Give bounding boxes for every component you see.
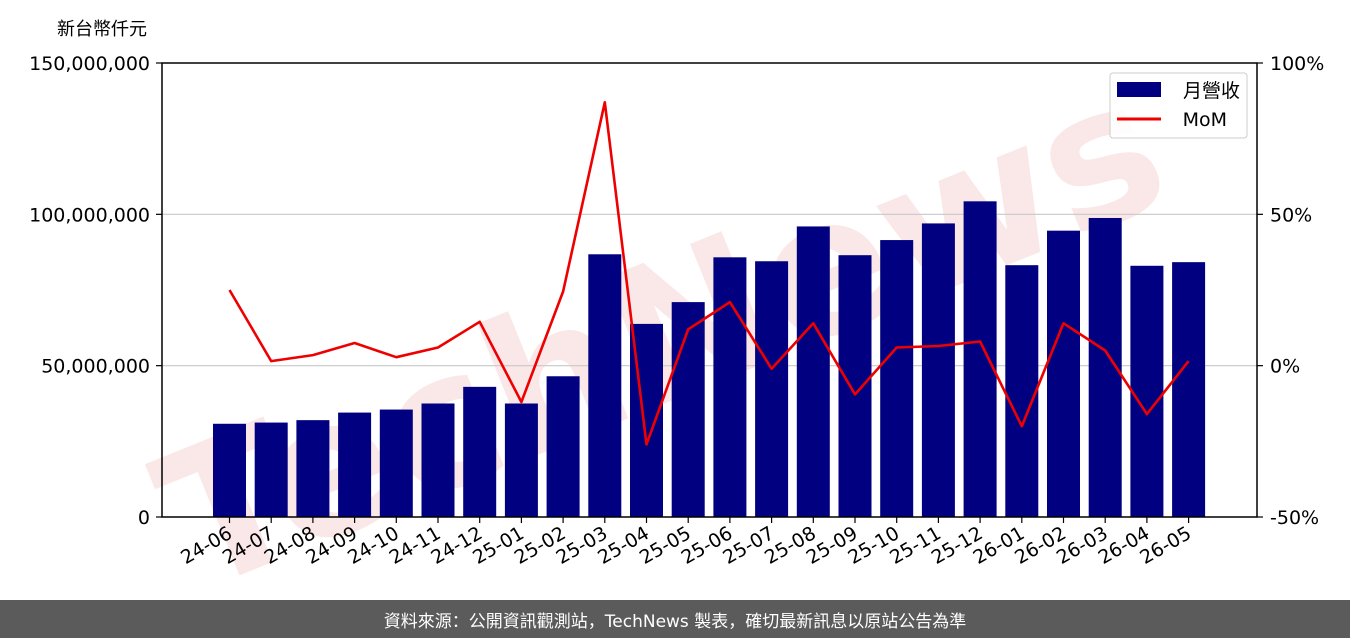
legend: 月營收 MoM <box>1109 72 1248 139</box>
bar-26-05 <box>1172 262 1206 517</box>
y-axis-unit-label: 新台幣仟元 <box>57 19 147 40</box>
bar-24-09 <box>338 412 372 517</box>
revenue-chart: TechNews 050,000,000100,000,000150,000,0… <box>29 34 1324 600</box>
plot-frame <box>161 62 1258 518</box>
bar-24-12 <box>463 386 497 517</box>
bar-26-04 <box>1130 265 1164 517</box>
bar-25-01 <box>504 403 538 517</box>
footer-text: 資料來源：公開資訊觀測站，TechNews 製表，確切最新訊息以原站公告為準 <box>383 611 967 632</box>
y-right-tick-label: 0% <box>1270 356 1300 378</box>
bar-24-11 <box>421 403 455 517</box>
source-footer: 資料來源：公開資訊觀測站，TechNews 製表，確切最新訊息以原站公告為準 <box>0 600 1350 638</box>
bar-25-10 <box>880 240 914 517</box>
bar-25-11 <box>921 223 955 517</box>
y-right-tick-label: -50% <box>1270 507 1319 529</box>
bar-25-09 <box>838 255 872 517</box>
y-left-tick-label: 0 <box>138 507 150 529</box>
bar-26-02 <box>1047 230 1080 517</box>
y-left-tick-label: 100,000,000 <box>29 204 150 226</box>
bar-25-07 <box>755 261 789 517</box>
bar-24-06 <box>213 423 246 517</box>
bar-25-03 <box>588 254 622 517</box>
bar-25-12 <box>963 201 997 517</box>
legend-label-revenue: 月營收 <box>1183 80 1240 102</box>
bar-25-06 <box>713 257 747 517</box>
bar-25-08 <box>796 226 830 517</box>
bar-26-01 <box>1005 265 1039 517</box>
y-right-tick-label: 50% <box>1270 204 1312 226</box>
bar-24-07 <box>254 422 288 517</box>
mom-series-line <box>228 101 1190 446</box>
y-right-tick-label: 100% <box>1270 53 1324 75</box>
bar-25-05 <box>671 302 705 517</box>
legend-swatch-bars <box>1117 82 1161 97</box>
bar-25-02 <box>546 376 580 517</box>
mom-line <box>228 101 1190 446</box>
y-left-tick-label: 50,000,000 <box>41 356 150 378</box>
legend-label-mom: MoM <box>1183 109 1227 131</box>
bar-24-08 <box>296 420 330 517</box>
revenue-bars <box>213 201 1206 517</box>
y-left-tick-label: 150,000,000 <box>29 53 150 75</box>
bar-24-10 <box>379 409 413 517</box>
